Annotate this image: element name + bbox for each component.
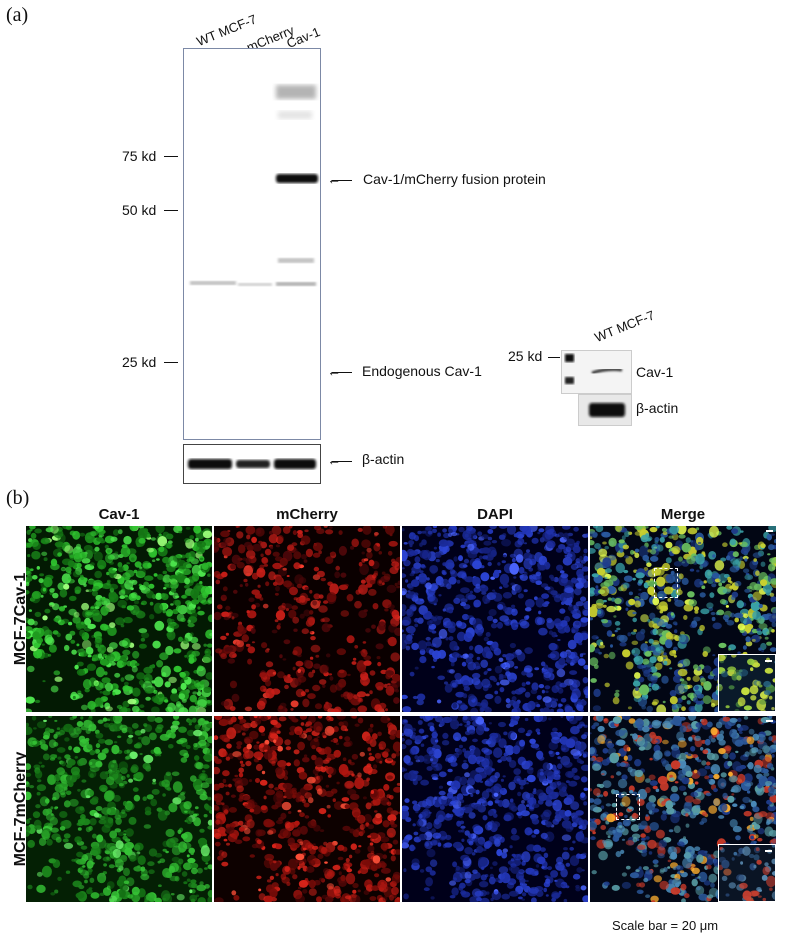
faint-band xyxy=(278,258,314,263)
scale-bar xyxy=(766,720,773,722)
col-header-mcherry: mCherry xyxy=(276,506,338,523)
nonspecific-band xyxy=(276,282,316,286)
micrograph-dapi-row2 xyxy=(402,716,588,902)
panel-a-label: (a) xyxy=(6,4,29,26)
micrograph-texture xyxy=(26,716,212,902)
actin-blot xyxy=(183,444,321,484)
scale-bar-inset xyxy=(765,850,772,852)
marker-tick xyxy=(548,357,560,358)
side-marker-25kd: 25 kd xyxy=(508,348,543,364)
zoom-inset xyxy=(718,844,776,902)
arrow-line xyxy=(332,372,352,373)
annotation-fusion: Cav-1/mCherry fusion protein xyxy=(363,171,546,187)
micrograph-dapi-row1 xyxy=(402,526,588,712)
micrograph-mcherry-row2 xyxy=(214,716,400,902)
faint-band xyxy=(278,111,312,119)
zoom-region-box xyxy=(654,568,678,598)
micrograph-texture xyxy=(402,716,588,902)
micrograph-cav1-row2 xyxy=(26,716,212,902)
micrograph-texture xyxy=(26,526,212,712)
side-blot-cav1 xyxy=(561,350,632,394)
arrow-head-icon: ← xyxy=(327,363,341,379)
micrograph-texture xyxy=(719,655,775,711)
marker-75kd: 75 kd xyxy=(122,148,157,164)
micrograph-texture xyxy=(402,526,588,712)
nonspecific-band xyxy=(238,283,272,286)
ladder-band xyxy=(565,377,574,384)
blot-bands xyxy=(190,85,318,286)
side-blot-bands xyxy=(565,354,623,384)
scale-bar xyxy=(766,530,773,532)
marker-50kd: 50 kd xyxy=(122,202,157,218)
micrograph-cav1-row1 xyxy=(26,526,212,712)
side-lane-label: WT MCF-7 xyxy=(592,307,657,345)
high-mw-smear xyxy=(276,85,316,99)
micrograph-texture xyxy=(214,716,400,902)
marker-tick xyxy=(164,362,178,363)
cav1-band xyxy=(591,367,623,375)
actin-band xyxy=(589,403,625,417)
arrow-head-icon: ← xyxy=(327,452,341,468)
zoom-region-box xyxy=(616,794,640,820)
marker-tick xyxy=(164,210,178,211)
fusion-band xyxy=(276,174,318,183)
col-header-merge: Merge xyxy=(660,506,706,523)
side-blot-actin xyxy=(578,394,632,426)
col-header-cav1: Cav-1 xyxy=(98,506,140,523)
micrograph-mcherry-row1 xyxy=(214,526,400,712)
col-header-dapi: DAPI xyxy=(477,506,513,523)
side-actin-band xyxy=(589,403,625,417)
actin-bands xyxy=(188,459,316,469)
nonspecific-band xyxy=(190,281,236,285)
arrow-head-icon: ← xyxy=(327,171,341,187)
actin-band xyxy=(188,459,232,469)
micrograph-texture xyxy=(214,526,400,712)
scale-bar-inset xyxy=(765,660,772,662)
ladder-band xyxy=(565,354,574,362)
arrow-line xyxy=(332,180,352,181)
micrograph-merge-row1 xyxy=(590,526,776,712)
actin-band xyxy=(274,459,316,469)
actin-band xyxy=(236,460,270,468)
side-label-actin: β-actin xyxy=(636,400,679,416)
scale-bar-note: Scale bar = 20 μm xyxy=(612,918,719,933)
annotation-endogenous: Endogenous Cav-1 xyxy=(362,363,482,379)
zoom-inset xyxy=(718,654,776,712)
marker-tick xyxy=(164,156,178,157)
annotation-actin: β-actin xyxy=(362,451,405,467)
western-blot-main xyxy=(183,48,321,440)
panel-b-label: (b) xyxy=(6,487,30,509)
marker-25kd: 25 kd xyxy=(122,354,157,370)
micrograph-merge-row2 xyxy=(590,716,776,902)
arrow-line xyxy=(332,461,352,462)
side-label-cav1: Cav-1 xyxy=(636,364,674,380)
micrograph-texture xyxy=(719,845,775,901)
